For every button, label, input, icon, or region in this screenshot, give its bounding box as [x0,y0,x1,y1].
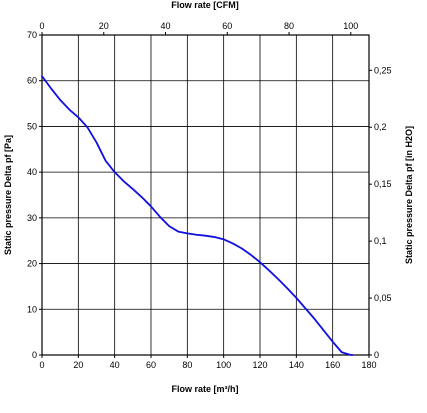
top-tick-label: 60 [222,21,232,31]
left-tick-label: 40 [27,167,37,177]
left-tick-label: 50 [27,121,37,131]
right-tick-label: 0,05 [374,293,392,303]
left-tick-label: 30 [27,213,37,223]
left-axis-title: Static pressure Delta pf [Pa] [3,135,13,255]
left-tick-label: 60 [27,76,37,86]
axis-ticks: 0 20 40 60 80 100 120 140 160 1800102030405060700… [27,21,392,370]
left-tick-label: 70 [27,30,37,40]
left-tick-label: 20 [27,259,37,269]
bottom-tick-label: 120 [252,360,267,370]
bottom-tick-label: 140 [289,360,304,370]
bottom-tick-label: 40 [110,360,120,370]
top-axis-title: Flow rate [CFM] [171,0,239,10]
right-tick-label: 0,1 [374,236,387,246]
top-tick-label: 80 [284,21,294,31]
left-tick-label: 0 [32,350,37,360]
bottom-tick-label: 80 [182,360,192,370]
right-tick-label: 0 [374,350,379,360]
gridlines [42,35,369,355]
bottom-tick-label: 160 [325,360,340,370]
right-tick-label: 0,15 [374,179,392,189]
top-tick-label: 0 [39,21,44,31]
bottom-tick-label: 0 [39,360,44,370]
bottom-tick-label: 20 [73,360,83,370]
bottom-tick-label: 100 [216,360,231,370]
plot-frame [41,34,370,356]
right-tick-label: 0,2 [374,122,387,132]
top-tick-label: 40 [161,21,171,31]
bottom-tick-label: 180 [361,360,376,370]
performance-curve-line [41,75,354,356]
right-axis-title: Static pressure Delta pf [in H2O] [404,126,414,264]
top-tick-label: 100 [343,21,358,31]
right-tick-label: 0,25 [374,65,392,75]
bottom-tick-label: 60 [146,360,156,370]
series-layer [41,75,354,356]
left-tick-label: 10 [27,304,37,314]
bottom-axis-title: Flow rate [m³/h] [172,384,239,394]
top-tick-label: 20 [99,21,109,31]
